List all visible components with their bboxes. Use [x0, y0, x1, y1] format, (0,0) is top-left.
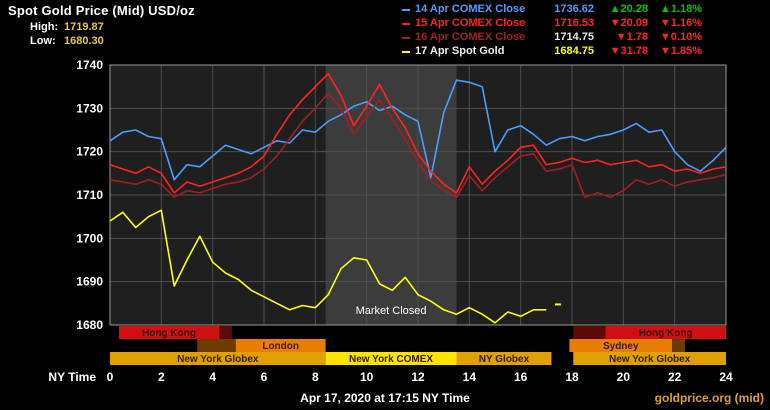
session-segment-hong-kong-row — [219, 326, 232, 339]
session-label: Sydney — [603, 341, 639, 352]
x-tick-label: 6 — [261, 370, 268, 384]
session-segment-london-sydney-row — [197, 339, 236, 352]
legend-value: 1736.62 — [554, 3, 594, 15]
session-segment-new-york-row — [110, 352, 326, 365]
session-segment-london-sydney-row — [672, 339, 685, 352]
x-tick-label: 24 — [719, 370, 733, 384]
legend-row-apr16: 16 Apr COMEX Close 1714.75 ▼1.78 ▼0.10% — [402, 31, 702, 44]
y-tick-label: 1740 — [76, 58, 103, 72]
legend-change: ▼31.78 — [609, 45, 648, 57]
page-title: Spot Gold Price (Mid) USD/oz — [8, 3, 195, 18]
session-label: Hong Kong — [639, 328, 693, 339]
legend-label: 17 Apr Spot Gold — [415, 45, 505, 57]
legend-percent: ▼0.10% — [659, 31, 702, 43]
low-label: Low: — [30, 35, 56, 47]
x-tick-label: 20 — [617, 370, 631, 384]
price-line-apr16 — [109, 92, 727, 198]
x-tick-label: 10 — [360, 370, 374, 384]
x-tick-label: 4 — [209, 370, 216, 384]
x-tick-label: 12 — [411, 370, 425, 384]
high-low-block: High: 1719.87 Low: 1680.30 — [30, 20, 104, 48]
x-tick-label: 8 — [312, 370, 319, 384]
session-label: Hong Kong — [142, 328, 196, 339]
legend-swatch-icon — [402, 36, 410, 39]
session-segment-hong-kong-row — [605, 326, 726, 339]
x-tick-label: 14 — [463, 370, 477, 384]
y-tick-label: 1690 — [76, 275, 103, 289]
legend-value: 1714.75 — [554, 31, 594, 43]
session-segment-hong-kong-row — [573, 326, 606, 339]
legend-change: ▼20.09 — [609, 17, 648, 29]
session-label: New York COMEX — [349, 354, 433, 365]
session-segment-new-york-row — [456, 352, 552, 365]
high-label: High: — [30, 21, 59, 33]
x-tick-label: 16 — [514, 370, 528, 384]
legend-change: ▼1.78 — [615, 31, 648, 43]
y-tick-label: 1730 — [76, 101, 103, 115]
legend-value: 1716.53 — [554, 17, 594, 29]
session-label: New York Globex — [177, 354, 259, 365]
legend-percent: ▼1.85% — [659, 45, 702, 57]
market-closed-label: Market Closed — [356, 305, 427, 317]
legend-percent: ▲1.18% — [659, 3, 702, 15]
session-segment-london-sydney-row — [235, 339, 326, 352]
legend-swatch-icon — [402, 8, 410, 11]
session-label: London — [262, 341, 299, 352]
x-tick-label: 2 — [158, 370, 165, 384]
legend-label: 15 Apr COMEX Close — [415, 17, 526, 29]
x-tick-label: 22 — [668, 370, 682, 384]
y-tick-label: 1700 — [76, 231, 103, 245]
x-tick-label: 18 — [565, 370, 579, 384]
session-segment-london-sydney-row — [569, 339, 673, 352]
legend-row-apr15: 15 Apr COMEX Close 1716.53 ▼20.09 ▼1.16% — [402, 17, 702, 30]
legend-row-apr14: 14 Apr COMEX Close 1736.62 ▲20.28 ▲1.18% — [402, 3, 702, 16]
x-axis-title: NY Time — [48, 370, 96, 384]
footer-source-link[interactable]: goldprice.org (mid) — [654, 391, 764, 405]
footer-timestamp: Apr 17, 2020 at 17:15 NY Time — [300, 391, 470, 405]
low-value: 1680.30 — [64, 35, 104, 47]
y-tick-label: 1710 — [76, 188, 103, 202]
legend-swatch-icon — [402, 22, 410, 25]
session-label: New York Globex — [609, 354, 691, 365]
legend-label: 14 Apr COMEX Close — [415, 3, 526, 15]
x-tick-label: 0 — [107, 370, 114, 384]
legend-swatch-icon — [402, 50, 410, 53]
legend-label: 16 Apr COMEX Close — [415, 31, 526, 43]
session-segment-new-york-row — [573, 352, 726, 365]
session-label: NY Globex — [479, 354, 530, 365]
price-line-apr14 — [109, 79, 727, 181]
plot-border — [109, 64, 727, 326]
legend-value: 1684.75 — [554, 45, 594, 57]
y-tick-label: 1720 — [76, 145, 103, 159]
legend-percent: ▼1.16% — [659, 17, 702, 29]
session-segment-new-york-row — [325, 352, 457, 365]
price-line-apr15 — [109, 72, 727, 194]
price-line-apr17 — [109, 209, 547, 324]
y-tick-label: 1680 — [76, 318, 103, 332]
high-value: 1719.87 — [64, 21, 104, 33]
legend: 14 Apr COMEX Close 1736.62 ▲20.28 ▲1.18%… — [402, 3, 702, 59]
session-segment-hong-kong-row — [118, 326, 220, 339]
legend-change: ▲20.28 — [609, 3, 648, 15]
legend-row-apr17: 17 Apr Spot Gold 1684.75 ▼31.78 ▼1.85% — [402, 45, 702, 58]
